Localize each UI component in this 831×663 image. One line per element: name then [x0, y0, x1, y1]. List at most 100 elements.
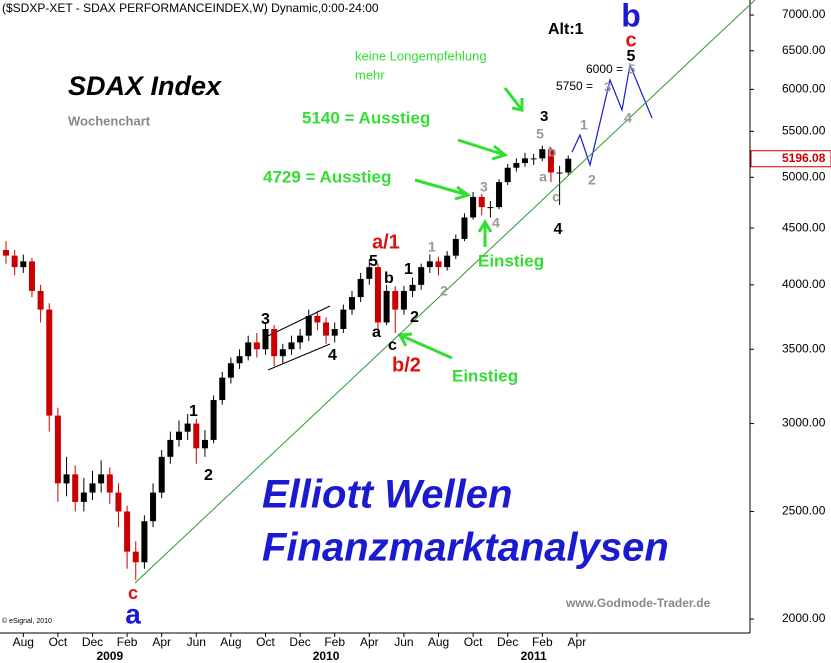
candle-body [271, 329, 278, 357]
annotation: 2 [410, 309, 419, 326]
x-tick-label: Apr [568, 635, 587, 649]
candle-body [132, 551, 139, 563]
candle-body [288, 342, 295, 350]
candle-body [461, 217, 468, 239]
candle-body [193, 423, 200, 449]
annotation: b [621, 0, 641, 33]
candle-body [513, 163, 520, 168]
annotation: 3 [540, 108, 548, 125]
candle-body [305, 315, 312, 336]
y-tick-label: 7000.00 [782, 7, 826, 21]
x-tick-label: Apr [360, 635, 379, 649]
candle-body [547, 149, 554, 173]
candle-body [487, 207, 494, 209]
annotation: 1 [580, 117, 588, 133]
x-year-label: 2011 [521, 649, 547, 663]
annotation: 4729 = Ausstieg [263, 167, 391, 186]
y-tick-label: 3000.00 [782, 416, 826, 430]
candle-body [20, 261, 27, 268]
x-tick-label: Oct [464, 635, 483, 649]
candle-body [28, 261, 35, 291]
candle-body [158, 456, 165, 493]
y-tick-label: 5000.00 [782, 169, 826, 183]
annotation: c [128, 583, 138, 603]
candle-body [176, 431, 182, 440]
annotation: Finanzmarktanalysen [262, 526, 669, 570]
candle-body [167, 439, 174, 457]
candle-body [426, 261, 433, 268]
x-tick-label: Oct [256, 635, 275, 649]
annotation: c [552, 189, 560, 205]
annotation: 3 [261, 311, 270, 328]
annotation: 5750 = [556, 79, 593, 93]
candle-body [444, 255, 451, 268]
candle-body [522, 158, 528, 164]
candle-body [400, 290, 407, 310]
plot [3, 145, 572, 580]
candle-body [340, 309, 347, 330]
x-tick-label: Aug [13, 635, 34, 649]
annotation: b [548, 144, 557, 160]
annotation: 2 [204, 467, 213, 484]
wedge-line [267, 305, 331, 337]
candle-body [201, 439, 208, 449]
candle-body [11, 255, 18, 268]
annotation: c [388, 337, 397, 354]
chart-title: ($SDXP-XET - SDAX PERFORMANCEINDEX,W) Dy… [2, 1, 379, 15]
annotation: 1 [428, 239, 436, 255]
candle-body [539, 149, 546, 159]
x-year-label: 2009 [96, 649, 123, 663]
candle-body [496, 182, 503, 208]
annotation: SDAX Index [68, 71, 222, 101]
annotation: 2 [588, 172, 596, 188]
candle-body [392, 290, 399, 310]
candle-body [349, 297, 355, 310]
last-price-box [750, 150, 831, 168]
annotation: 4 [492, 215, 500, 231]
annotation: mehr [355, 67, 385, 82]
y-tick-label: 2500.00 [782, 504, 826, 518]
x-tick-label: Feb [324, 635, 345, 649]
x-tick-label: Feb [117, 635, 138, 649]
annotation: © eSignal, 2010 [2, 617, 52, 625]
candle-body [323, 322, 330, 336]
candle-body [470, 196, 477, 218]
annotation: Alt:1 [548, 21, 584, 38]
x-tick-label: Dec [497, 635, 518, 649]
candle-body [219, 377, 226, 401]
candle-body [54, 415, 61, 484]
candle-body [331, 329, 338, 336]
candle-body [115, 492, 122, 512]
y-tick-label: 6500.00 [782, 43, 826, 57]
annotation: b [384, 270, 394, 287]
candle-body [106, 474, 113, 493]
y-tick-label: 6000.00 [782, 82, 826, 96]
arrows [397, 87, 524, 360]
annotation: 6000 = [586, 62, 623, 76]
annotation: 2 [440, 283, 448, 299]
candle-body [314, 315, 321, 323]
projection [571, 62, 653, 168]
candle-body [409, 284, 416, 291]
y-tick-label: 5500.00 [782, 123, 826, 137]
candle-body [357, 278, 364, 298]
x-tick-label: Dec [289, 635, 310, 649]
candle-body [297, 335, 304, 343]
candle-body [383, 290, 390, 323]
candle-body [210, 400, 217, 440]
x-tick-label: Jun [394, 635, 413, 649]
x-tick-label: Oct [49, 635, 68, 649]
candle-body [46, 309, 53, 416]
x-tick-label: Apr [152, 635, 171, 649]
candle-body [530, 158, 537, 160]
annotation: b/2 [392, 354, 421, 376]
candle-body [80, 492, 87, 502]
trend-line [134, 0, 756, 584]
annotation: 4 [624, 110, 632, 126]
annotation: 1 [189, 403, 198, 420]
candle-body [556, 172, 563, 174]
annotation: 5 [369, 253, 378, 270]
candle-body [253, 342, 260, 350]
candle-body [452, 238, 459, 256]
x-year-label: 2010 [313, 649, 340, 663]
